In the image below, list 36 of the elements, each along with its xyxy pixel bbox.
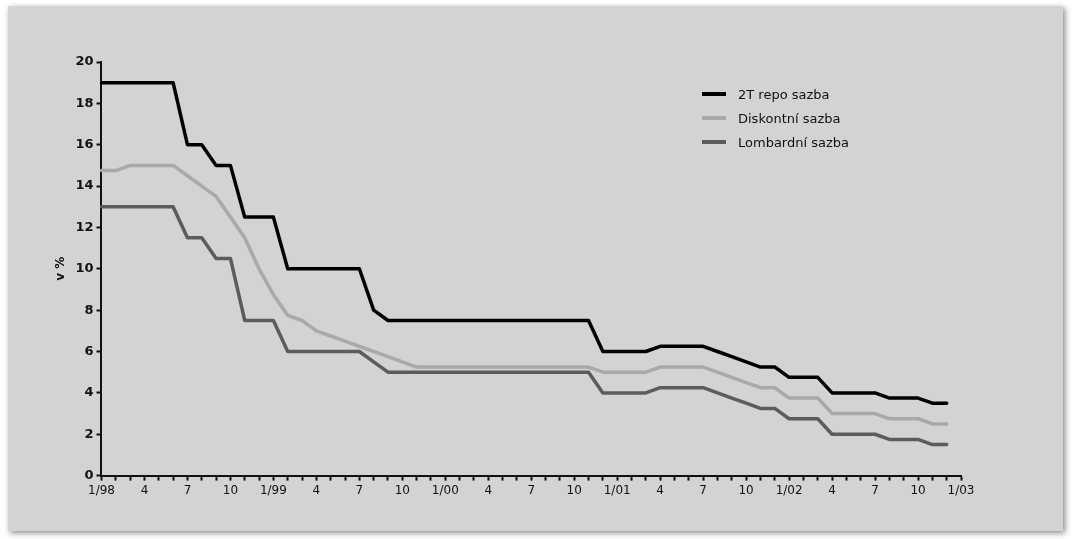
y-tick-label: 16 bbox=[75, 136, 94, 152]
y-tick-label: 14 bbox=[75, 177, 94, 193]
x-tick-label: 10 bbox=[738, 482, 754, 497]
x-tick-label: 10 bbox=[222, 482, 239, 497]
x-tick-label: 10 bbox=[394, 482, 410, 497]
x-tick-label: 7 bbox=[355, 482, 364, 497]
x-tick-label: 10 bbox=[566, 482, 582, 497]
x-tick-label: 1/03 bbox=[947, 482, 975, 497]
legend-label: Diskontní sazba bbox=[738, 110, 841, 126]
y-tick-label: 0 bbox=[84, 466, 94, 482]
y-tick-label: 8 bbox=[84, 301, 94, 317]
legend-label: Lombardní sazba bbox=[738, 134, 849, 150]
x-tick-label: 4 bbox=[656, 482, 664, 497]
x-tick-label: 7 bbox=[871, 482, 879, 497]
y-tick-label: 20 bbox=[75, 53, 94, 69]
x-tick-label: 4 bbox=[140, 482, 149, 497]
y-tick-label: 12 bbox=[75, 218, 94, 234]
y-tick-label: 10 bbox=[75, 260, 94, 276]
y-tick-label: 18 bbox=[75, 94, 94, 110]
y-tick-label: 4 bbox=[84, 384, 94, 400]
y-tick-label: 2 bbox=[84, 425, 94, 441]
x-tick-label: 1/01 bbox=[603, 482, 631, 497]
x-tick-label: 10 bbox=[910, 482, 926, 497]
x-tick-label: 1/02 bbox=[775, 482, 803, 497]
x-tick-label: 4 bbox=[484, 482, 493, 497]
x-tick-label: 1/00 bbox=[431, 482, 459, 497]
x-tick-label: 7 bbox=[527, 482, 536, 497]
x-tick-label: 7 bbox=[183, 482, 192, 497]
x-tick-label: 1/99 bbox=[259, 482, 287, 497]
legend-label: 2T repo sazba bbox=[738, 86, 830, 102]
x-tick-label: 7 bbox=[699, 482, 707, 497]
x-tick-label: 1/98 bbox=[88, 482, 115, 497]
y-tick-label: 6 bbox=[84, 342, 94, 358]
x-tick-label: 4 bbox=[828, 482, 836, 497]
x-tick-label: 4 bbox=[312, 482, 321, 497]
y-axis-title: v % bbox=[53, 256, 68, 281]
